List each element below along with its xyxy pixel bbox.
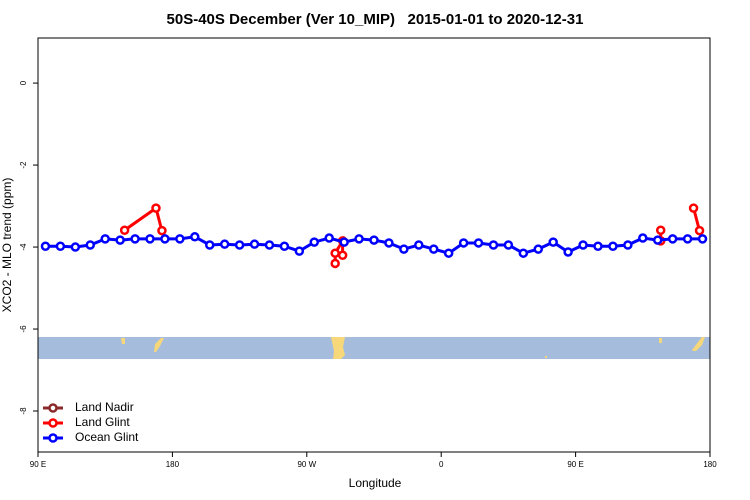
point	[264, 240, 275, 250]
point	[330, 248, 340, 258]
point	[518, 248, 529, 258]
point	[151, 203, 161, 213]
x-axis-label: Longitude	[349, 476, 402, 490]
point	[55, 241, 66, 251]
point	[667, 234, 678, 244]
point	[458, 238, 469, 248]
point	[578, 240, 588, 250]
point	[548, 237, 558, 247]
point	[682, 234, 693, 244]
legend-label: Land Glint	[75, 415, 130, 429]
legend-label: Land Nadir	[75, 400, 134, 414]
point	[563, 247, 573, 257]
point	[309, 237, 320, 247]
point	[85, 240, 96, 250]
point	[204, 240, 215, 250]
x-tick-label: 90 E	[30, 460, 46, 469]
point	[175, 234, 185, 244]
legend-marker	[48, 433, 58, 443]
point	[40, 241, 51, 251]
x-tick-label: 90 W	[297, 460, 316, 469]
point	[443, 248, 454, 258]
point	[503, 240, 514, 250]
legend-marker	[48, 403, 58, 413]
y-axis-label: XCO2 - MLO trend (ppm)	[0, 178, 14, 313]
point	[119, 225, 130, 235]
plot-frame	[37, 37, 711, 453]
y-tick-label: -8	[19, 407, 28, 415]
y-tick-label: 0	[19, 80, 28, 85]
point	[337, 250, 348, 260]
point	[688, 203, 699, 213]
point	[70, 242, 81, 252]
point	[697, 234, 708, 244]
chart-title: 50S-40S December (Ver 10_MIP) 2015-01-01…	[167, 11, 584, 28]
point	[638, 233, 648, 243]
point	[219, 239, 230, 249]
point	[145, 234, 155, 244]
point	[100, 234, 110, 244]
point	[652, 235, 663, 245]
point	[234, 240, 245, 250]
point	[488, 240, 499, 250]
point	[294, 246, 305, 256]
point	[330, 258, 340, 269]
ocean-band	[38, 337, 710, 359]
point	[130, 234, 140, 244]
y-tick-label: -4	[19, 243, 28, 251]
x-tick-label: 90 E	[567, 460, 583, 469]
land-mask	[38, 337, 710, 359]
point	[593, 241, 603, 251]
point	[533, 244, 544, 254]
y-tick-label: -6	[19, 325, 28, 333]
x-tick-label: 180	[166, 460, 180, 469]
point	[655, 225, 666, 235]
y-tick-label: -2	[19, 161, 28, 169]
point	[428, 244, 439, 254]
point	[384, 238, 394, 248]
point	[115, 235, 125, 245]
point	[623, 240, 633, 250]
point	[279, 241, 290, 251]
point	[249, 239, 260, 249]
legend-label: Ocean Glint	[75, 430, 139, 444]
point	[160, 234, 170, 244]
point	[608, 241, 618, 251]
point	[369, 235, 379, 245]
point	[473, 238, 484, 248]
point	[190, 232, 200, 242]
legend-marker	[48, 418, 58, 428]
point	[157, 225, 167, 236]
point	[694, 225, 705, 236]
x-tick-label: 0	[439, 460, 444, 469]
point	[414, 240, 424, 250]
point	[399, 244, 409, 254]
point	[339, 237, 349, 247]
point	[354, 234, 364, 244]
point	[324, 233, 334, 243]
x-tick-label: 180	[703, 460, 717, 469]
